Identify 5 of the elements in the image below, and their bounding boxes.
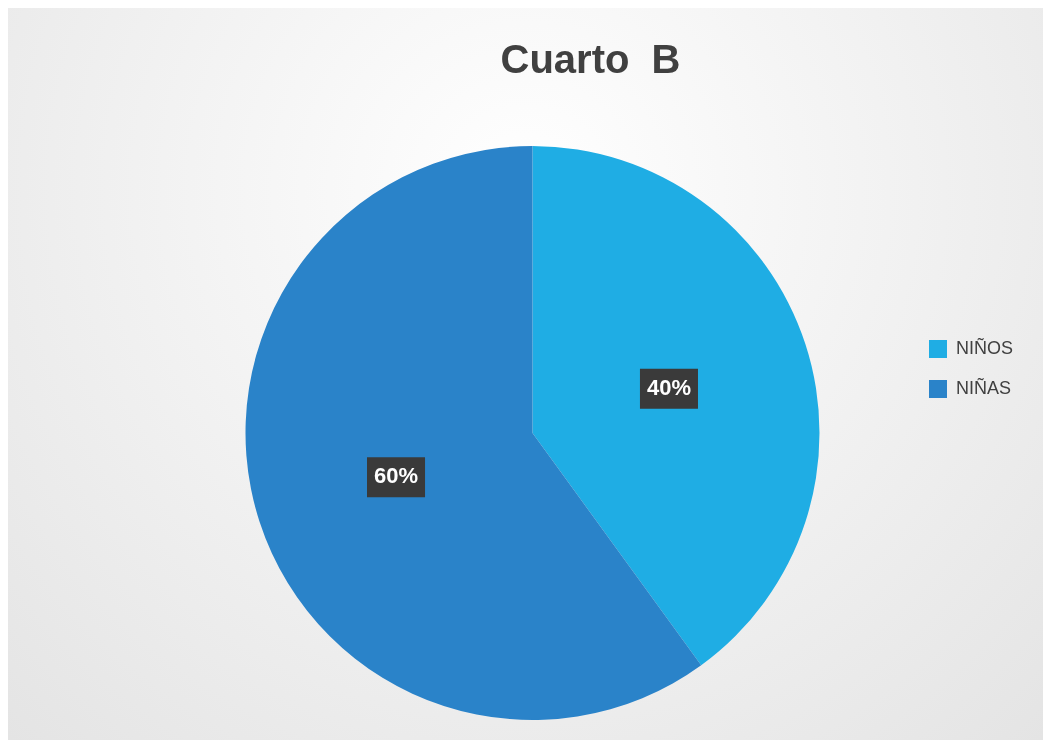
legend-label: NIÑAS	[955, 376, 1012, 398]
data-label: 40%	[646, 374, 691, 400]
legend-label: NIÑOS	[955, 336, 1014, 358]
data-label: 60%	[374, 463, 419, 489]
chart-title: Cuarto B	[500, 37, 681, 82]
